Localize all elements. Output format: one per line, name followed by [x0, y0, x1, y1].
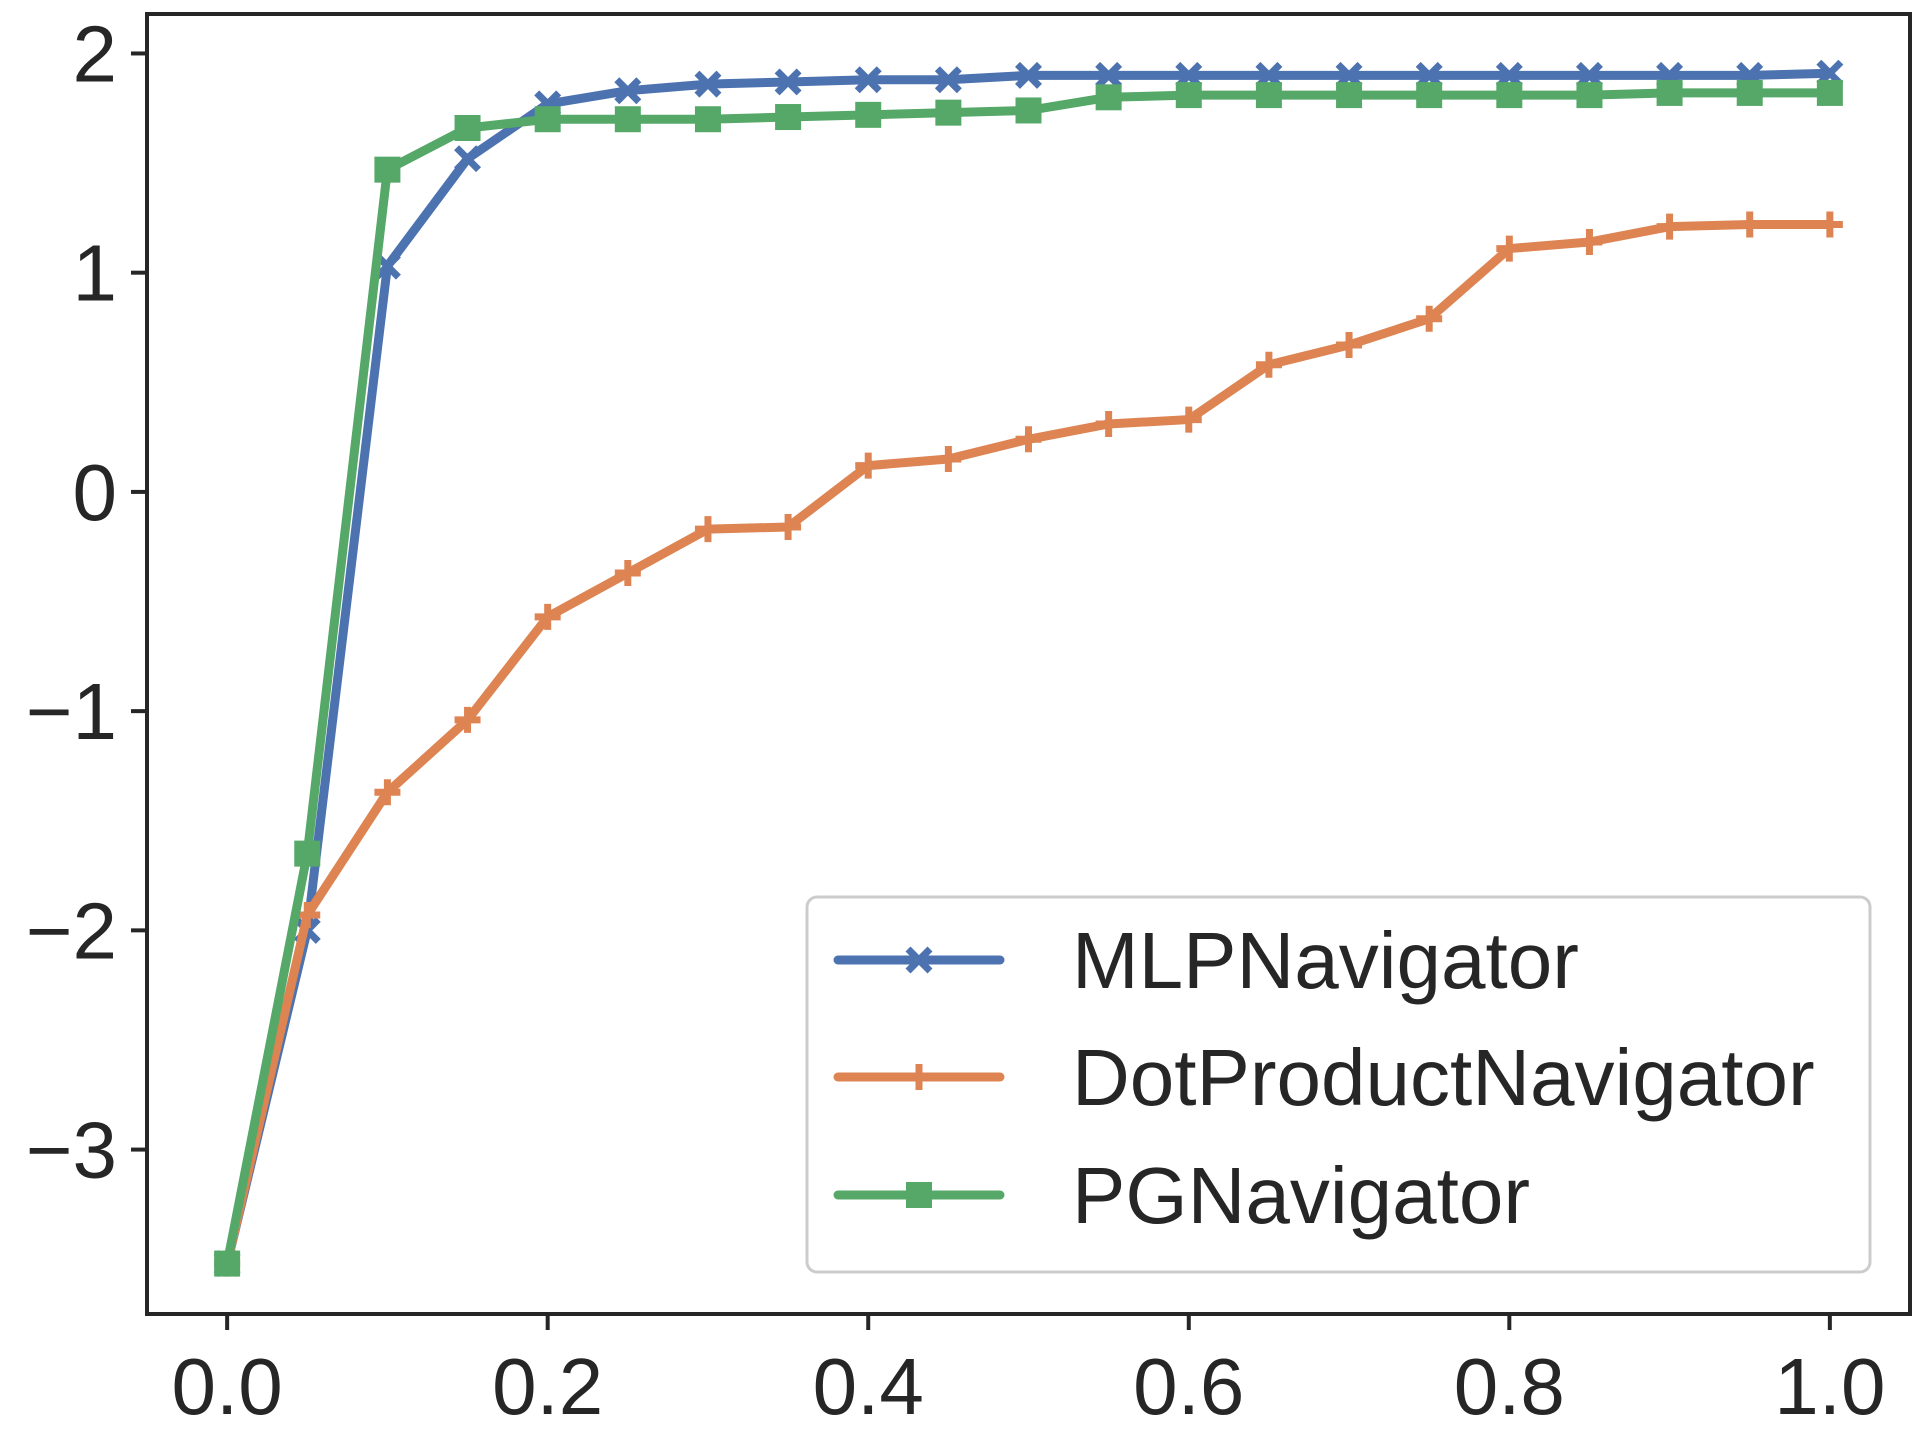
data-point-pgnavigator [1255, 82, 1282, 109]
x-tick-label: 0.4 [813, 1342, 924, 1431]
series-dotproductnavigator [214, 211, 1843, 1277]
data-point-mlpnavigator [1015, 61, 1042, 89]
x-tick-label: 0.6 [1133, 1342, 1244, 1431]
y-tick-label: −2 [26, 886, 117, 975]
data-point-dotproductnavigator [1015, 426, 1042, 453]
data-point-mlpnavigator [854, 66, 882, 94]
data-point-pgnavigator [775, 104, 802, 131]
legend-item-pgnavigator: PGNavigator [833, 1151, 1530, 1240]
data-point-pgnavigator [1175, 82, 1202, 109]
data-point-dotproductnavigator [855, 452, 882, 479]
data-point-pgnavigator [1416, 82, 1443, 109]
legend-label: DotProductNavigator [1072, 1033, 1815, 1122]
data-point-pgnavigator [855, 101, 882, 128]
data-point-dotproductnavigator [1576, 228, 1603, 255]
x-axis-ticks: 0.0 0.2 0.4 0.6 0.8 1.0 [172, 1314, 1885, 1431]
data-point-dotproductnavigator [1336, 332, 1363, 359]
data-point-mlpnavigator [614, 77, 642, 105]
data-point-dotproductnavigator [1175, 406, 1202, 433]
data-point-pgnavigator [294, 840, 321, 867]
data-point-pgnavigator [534, 106, 561, 133]
data-point-pgnavigator [1816, 79, 1843, 106]
y-tick-label: 0 [73, 448, 118, 537]
x-tick-label: 0.8 [1454, 1342, 1565, 1431]
y-tick-label: −1 [26, 667, 117, 756]
series-pgnavigator [214, 79, 1843, 1277]
data-point-pgnavigator [1496, 82, 1523, 109]
data-point-pgnavigator [1656, 79, 1683, 106]
legend-item-mlpnavigator: MLPNavigator [833, 916, 1579, 1005]
x-tick-label: 0.0 [172, 1342, 283, 1431]
data-point-pgnavigator [1336, 82, 1363, 109]
data-point-dotproductnavigator [775, 513, 802, 540]
data-point-dotproductnavigator [694, 516, 721, 543]
legend-swatch-marker [906, 1064, 932, 1090]
series-layer [213, 59, 1844, 1278]
data-point-dotproductnavigator [1736, 211, 1763, 238]
data-point-pgnavigator [935, 99, 962, 126]
x-tick-label: 0.2 [492, 1342, 603, 1431]
data-point-pgnavigator [1576, 82, 1603, 109]
series-mlpnavigator [213, 59, 1844, 1278]
data-point-pgnavigator [1095, 84, 1122, 111]
data-point-pgnavigator [1015, 97, 1042, 124]
y-axis-ticks: −3 −2 −1 0 1 2 [26, 9, 147, 1195]
y-tick-label: 1 [73, 229, 118, 318]
legend-swatch-marker [906, 1182, 932, 1208]
data-point-dotproductnavigator [1416, 305, 1443, 332]
data-point-pgnavigator [214, 1250, 241, 1277]
plot-frame [145, 12, 1912, 1316]
data-point-mlpnavigator [694, 70, 722, 98]
data-point-dotproductnavigator [1255, 351, 1282, 378]
legend-box [805, 895, 1872, 1274]
legend: MLPNavigator DotProductNavigator PGNavigat… [805, 895, 1872, 1274]
data-point-dotproductnavigator [1095, 410, 1122, 437]
data-point-pgnavigator [454, 114, 481, 141]
legend-swatch-marker [905, 946, 933, 974]
data-point-dotproductnavigator [614, 560, 641, 587]
data-point-dotproductnavigator [534, 603, 561, 630]
data-point-mlpnavigator [454, 145, 482, 173]
y-tick-label: −3 [26, 1106, 117, 1195]
legend-item-dotproductnavigator: DotProductNavigator [833, 1033, 1815, 1122]
data-point-dotproductnavigator [935, 446, 962, 473]
data-point-pgnavigator [614, 106, 641, 133]
data-point-dotproductnavigator [374, 779, 401, 806]
y-tick-label: 2 [73, 9, 118, 98]
data-point-dotproductnavigator [454, 706, 481, 733]
data-point-dotproductnavigator [1816, 211, 1843, 238]
x-tick-label: 1.0 [1774, 1342, 1885, 1431]
data-point-pgnavigator [1736, 79, 1763, 106]
legend-label: MLPNavigator [1072, 916, 1579, 1005]
data-point-mlpnavigator [1095, 61, 1123, 89]
data-point-pgnavigator [374, 156, 401, 183]
data-point-dotproductnavigator [1496, 235, 1523, 262]
data-point-mlpnavigator [774, 68, 802, 96]
data-point-pgnavigator [694, 106, 721, 133]
data-point-dotproductnavigator [1656, 213, 1683, 240]
legend-label: PGNavigator [1072, 1151, 1530, 1240]
data-point-mlpnavigator [934, 66, 962, 94]
